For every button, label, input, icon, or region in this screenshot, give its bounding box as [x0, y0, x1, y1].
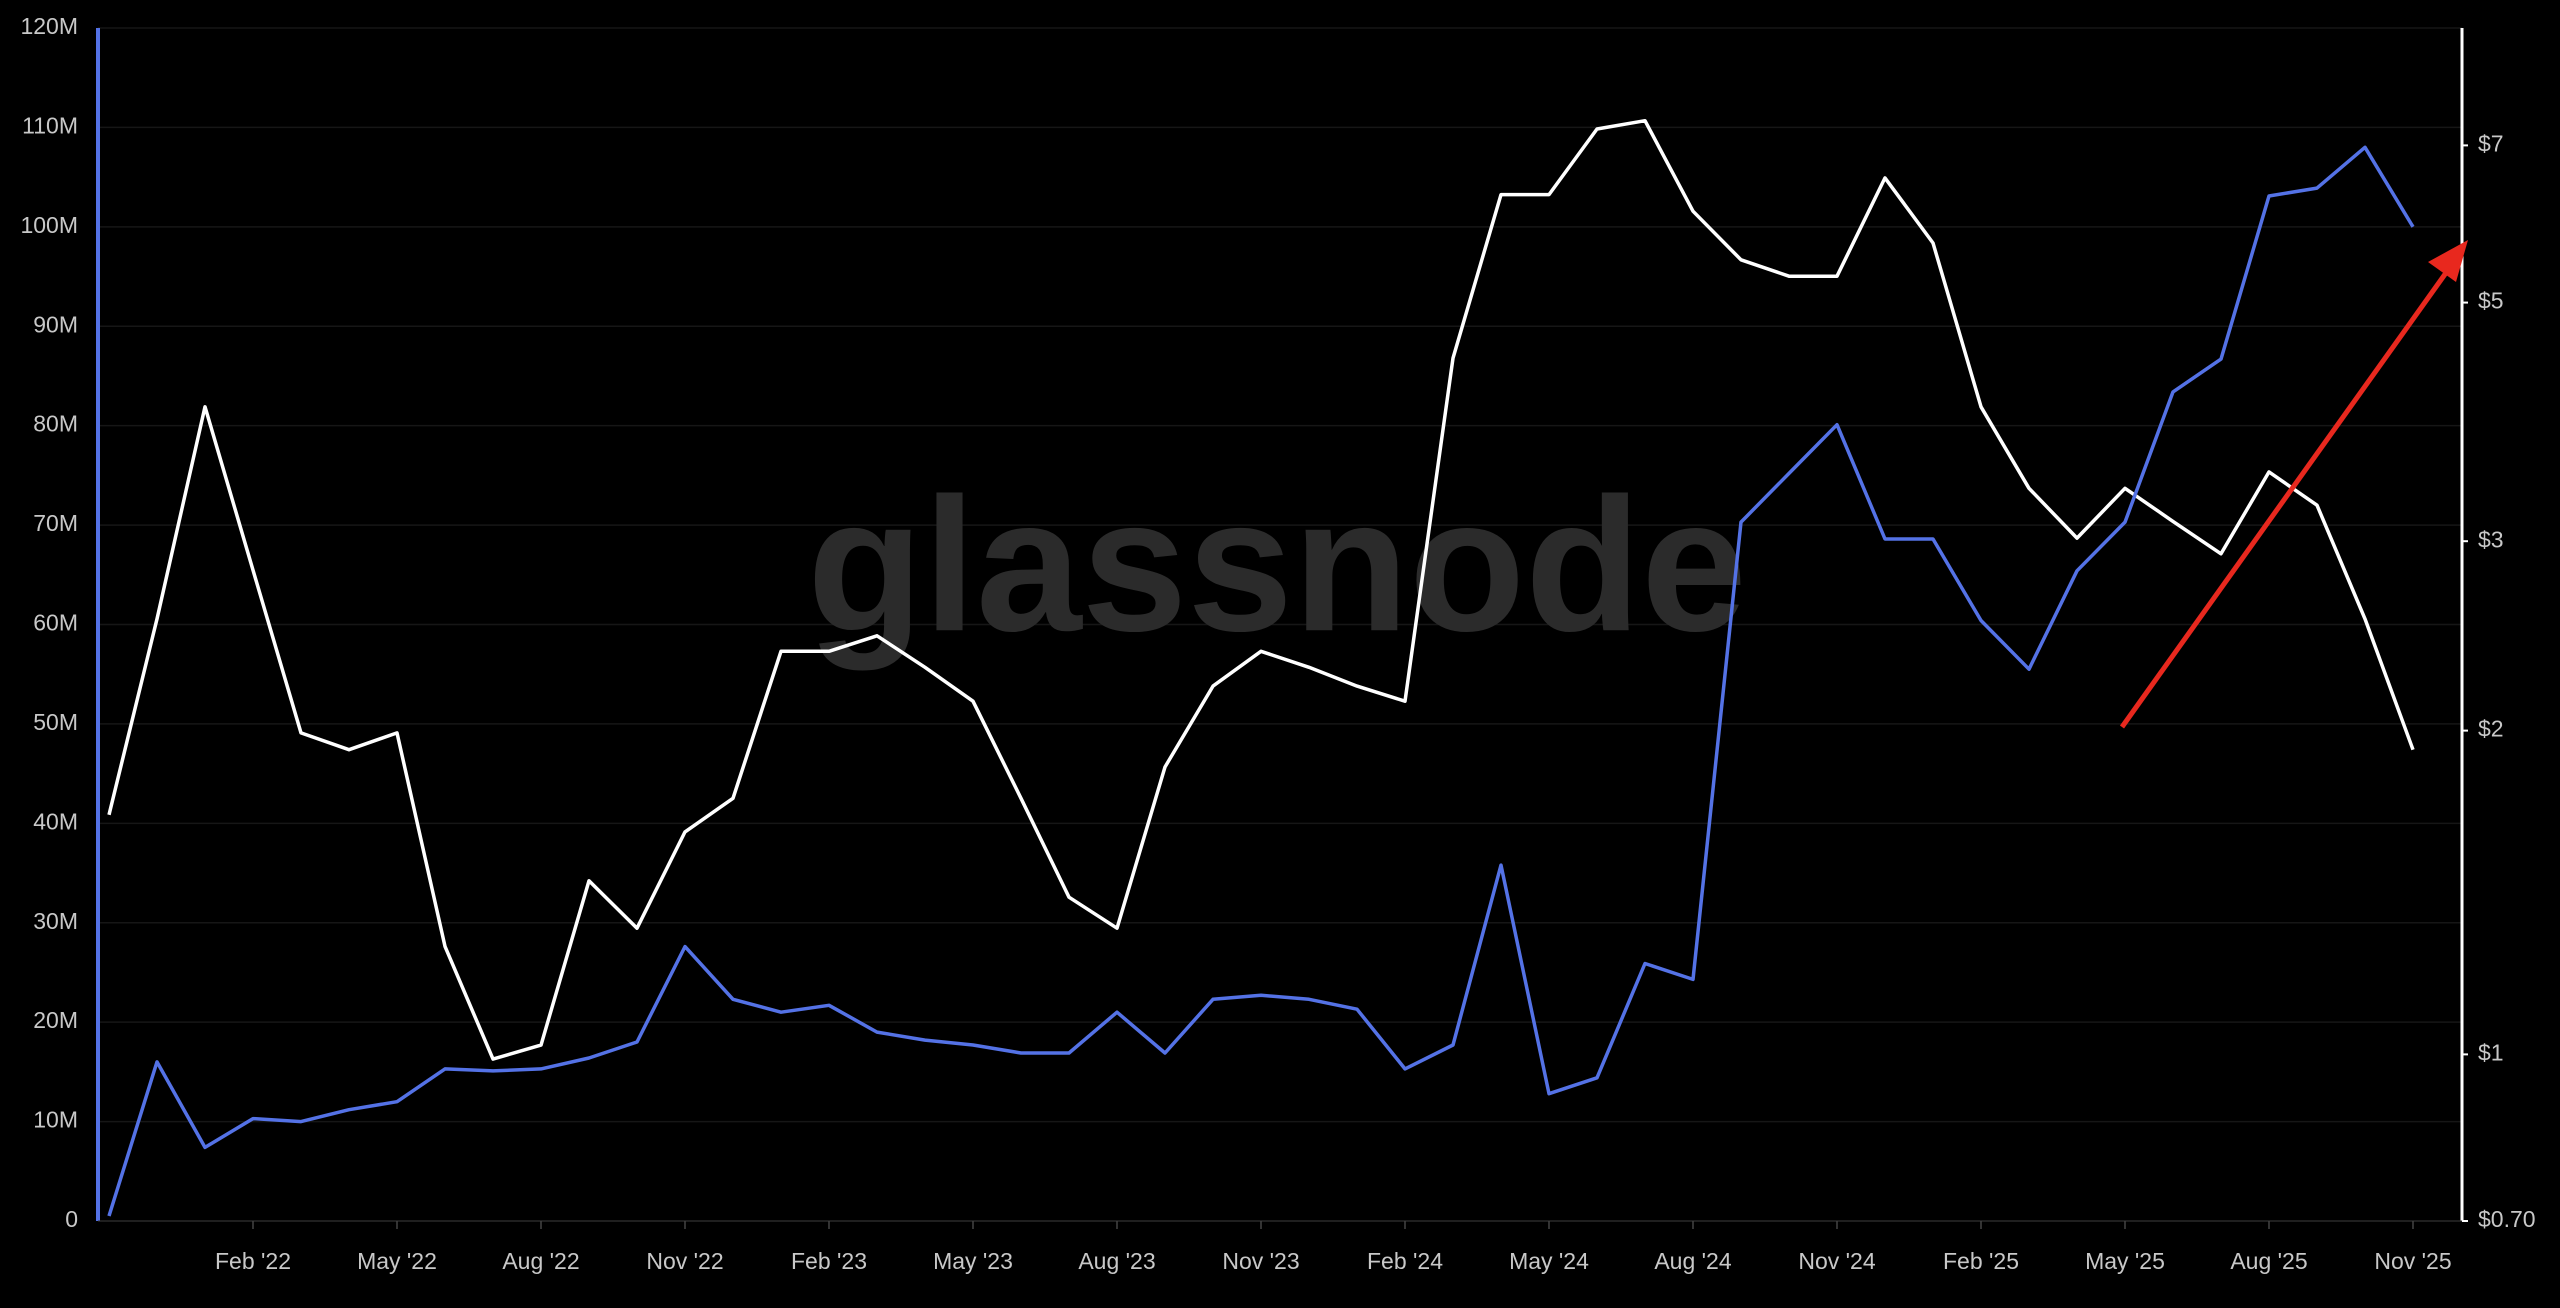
- y-tick-label: 90M: [33, 311, 78, 337]
- y-tick-label: 120M: [20, 13, 78, 39]
- y2-tick-label: $7: [2478, 130, 2504, 156]
- y-tick-label: 40M: [33, 808, 78, 834]
- annotation-arrowhead: [2428, 240, 2468, 282]
- x-tick-label: Feb '22: [215, 1248, 291, 1274]
- y-tick-label: 10M: [33, 1107, 78, 1133]
- y-tick-label: 20M: [33, 1007, 78, 1033]
- x-tick-label: Nov '24: [1798, 1248, 1875, 1274]
- series-line: [107, 145, 2415, 1217]
- y2-tick-label: $3: [2478, 526, 2504, 552]
- x-tick-label: Feb '24: [1367, 1248, 1443, 1274]
- x-tick-label: Feb '25: [1943, 1248, 2019, 1274]
- x-tick-label: Aug '24: [1654, 1248, 1731, 1274]
- x-tick-label: Nov '25: [2374, 1248, 2451, 1274]
- annotation-arrow: [2119, 268, 2451, 729]
- y-tick-label: 110M: [22, 112, 78, 138]
- x-tick-label: May '23: [933, 1248, 1013, 1274]
- y2-tick-label: $5: [2478, 288, 2504, 314]
- x-tick-label: May '22: [357, 1248, 437, 1274]
- watermark: glassnode: [807, 459, 1747, 671]
- series-line: [107, 118, 2415, 1061]
- x-tick-label: May '25: [2085, 1248, 2165, 1274]
- x-tick-label: Aug '25: [2230, 1248, 2307, 1274]
- y-tick-label: 100M: [20, 212, 78, 238]
- y-tick-label: 80M: [33, 411, 78, 437]
- y-tick-label: 70M: [33, 510, 78, 536]
- y-tick-label: 30M: [33, 908, 78, 934]
- y-tick-label: 50M: [33, 709, 78, 735]
- x-tick-label: May '24: [1509, 1248, 1589, 1274]
- y2-tick-label: $1: [2478, 1039, 2504, 1065]
- y-tick-label: 0: [65, 1206, 78, 1232]
- x-tick-label: Nov '22: [646, 1248, 723, 1274]
- y2-tick-label: $0.70: [2478, 1206, 2536, 1232]
- x-tick-label: Aug '23: [1078, 1248, 1155, 1274]
- y2-tick-label: $2: [2478, 716, 2504, 742]
- x-tick-label: Aug '22: [502, 1248, 579, 1274]
- x-tick-label: Feb '23: [791, 1248, 867, 1274]
- x-tick-label: Nov '23: [1222, 1248, 1299, 1274]
- y-tick-label: 60M: [33, 610, 78, 636]
